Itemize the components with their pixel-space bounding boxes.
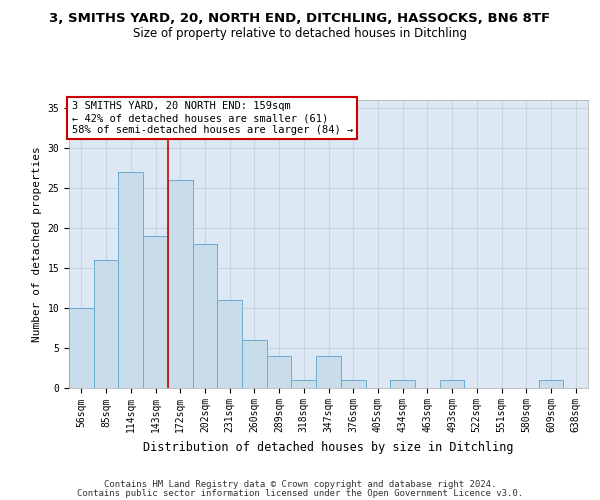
Text: 3, SMITHS YARD, 20, NORTH END, DITCHLING, HASSOCKS, BN6 8TF: 3, SMITHS YARD, 20, NORTH END, DITCHLING… <box>49 12 551 26</box>
Y-axis label: Number of detached properties: Number of detached properties <box>32 146 42 342</box>
Bar <box>539 380 563 388</box>
Text: Contains public sector information licensed under the Open Government Licence v3: Contains public sector information licen… <box>77 490 523 498</box>
Bar <box>292 380 316 388</box>
Text: Size of property relative to detached houses in Ditchling: Size of property relative to detached ho… <box>133 28 467 40</box>
Bar <box>242 340 267 388</box>
Bar <box>193 244 217 388</box>
Bar <box>143 236 168 388</box>
Bar <box>440 380 464 388</box>
Text: Contains HM Land Registry data © Crown copyright and database right 2024.: Contains HM Land Registry data © Crown c… <box>104 480 496 489</box>
Bar <box>267 356 292 388</box>
Bar <box>168 180 193 388</box>
Bar <box>69 308 94 388</box>
Bar <box>316 356 341 388</box>
Bar <box>217 300 242 388</box>
Bar <box>390 380 415 388</box>
X-axis label: Distribution of detached houses by size in Ditchling: Distribution of detached houses by size … <box>143 441 514 454</box>
Bar <box>118 172 143 388</box>
Bar <box>341 380 365 388</box>
Bar <box>94 260 118 388</box>
Text: 3 SMITHS YARD, 20 NORTH END: 159sqm
← 42% of detached houses are smaller (61)
58: 3 SMITHS YARD, 20 NORTH END: 159sqm ← 42… <box>71 102 353 134</box>
